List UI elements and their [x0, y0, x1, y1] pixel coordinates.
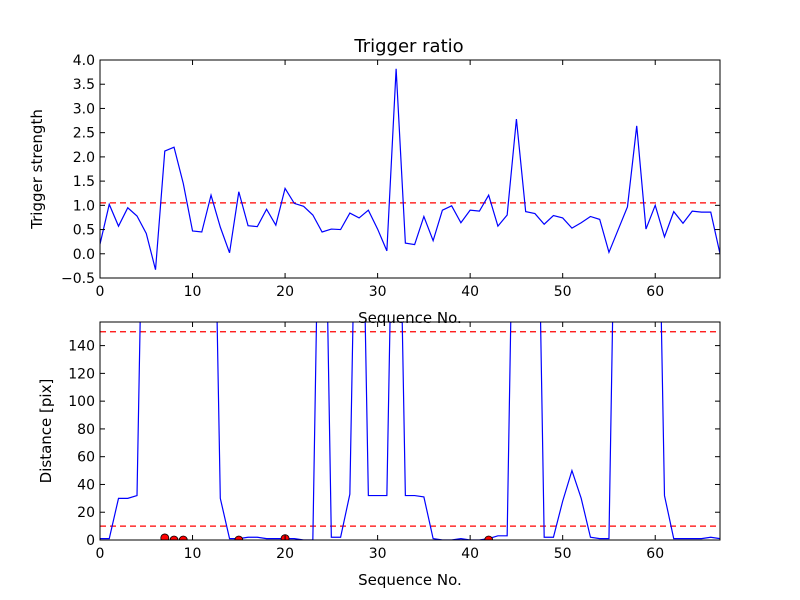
series-line: [100, 68, 720, 270]
x-tick-label: 40: [461, 546, 479, 562]
bottom-x-axis-label: Sequence No.: [358, 571, 462, 589]
data-point-marker: [234, 535, 244, 540]
y-tick-label: 3.5: [73, 77, 95, 93]
x-tick-label: 60: [646, 546, 664, 562]
top-series-layer: [100, 68, 720, 270]
x-tick-label: 50: [554, 546, 572, 562]
bottom-marker-layer: [160, 533, 494, 540]
y-tick-label: 60: [77, 450, 95, 466]
y-tick-label: 80: [77, 422, 95, 438]
bottom-y-axis: 0 20 40 60 80 100 120 140: [68, 339, 720, 549]
bottom-series-layer: [100, 322, 720, 540]
y-tick-label: 4.0: [73, 53, 95, 69]
data-point-marker: [169, 535, 179, 540]
x-tick-label: 0: [96, 284, 105, 300]
x-tick-label: 30: [369, 546, 387, 562]
top-chart: Trigger ratio 0 10 20 30 40 50 60 −0.5 0.0 0.5 1.…: [28, 36, 721, 327]
x-tick-label: 20: [276, 546, 294, 562]
bottom-plot-frame: [99, 321, 721, 541]
y-tick-label: 0: [86, 533, 95, 549]
top-y-axis: −0.5 0.0 0.5 1.0 1.5 2.0 2.5 3.0 3.5 4.0: [61, 53, 720, 287]
y-tick-label: 120: [68, 366, 95, 382]
y-tick-label: −0.5: [61, 271, 95, 287]
x-tick-label: 50: [554, 284, 572, 300]
y-tick-label: 2.0: [73, 150, 95, 166]
bottom-chart: 0 10 20 30 40 50 60 0 20 40 60 80 100 120 140 Sequenc…: [37, 321, 721, 589]
x-tick-label: 10: [184, 284, 202, 300]
x-tick-label: 60: [646, 284, 664, 300]
data-point-marker: [160, 533, 170, 540]
y-tick-label: 2.5: [73, 126, 95, 142]
top-x-axis-label: Sequence No.: [358, 309, 462, 327]
x-tick-label: 20: [276, 284, 294, 300]
y-tick-label: 100: [68, 394, 95, 410]
top-chart-title: Trigger ratio: [353, 36, 463, 57]
y-tick-label: 140: [68, 339, 95, 355]
x-tick-label: 40: [461, 284, 479, 300]
bottom-x-axis: 0 10 20 30 40 50 60: [96, 322, 664, 562]
y-tick-label: 3.0: [73, 101, 95, 117]
x-tick-label: 30: [369, 284, 387, 300]
y-tick-label: 40: [77, 477, 95, 493]
top-y-axis-label: Trigger strength: [28, 109, 46, 230]
series-line: [100, 322, 720, 540]
bottom-y-axis-label: Distance [pix]: [37, 379, 55, 484]
y-tick-label: 0.0: [73, 247, 95, 263]
y-tick-label: 0.5: [73, 223, 95, 239]
x-tick-label: 10: [184, 546, 202, 562]
y-tick-label: 1.5: [73, 174, 95, 190]
y-tick-label: 20: [77, 505, 95, 521]
x-tick-label: 0: [96, 546, 105, 562]
top-x-axis: 0 10 20 30 40 50 60: [96, 60, 664, 300]
y-tick-label: 1.0: [73, 198, 95, 214]
data-point-marker: [178, 535, 188, 540]
data-point-marker: [484, 535, 494, 540]
bottom-threshold-layer: [100, 331, 720, 527]
top-plot-frame: [99, 59, 721, 279]
